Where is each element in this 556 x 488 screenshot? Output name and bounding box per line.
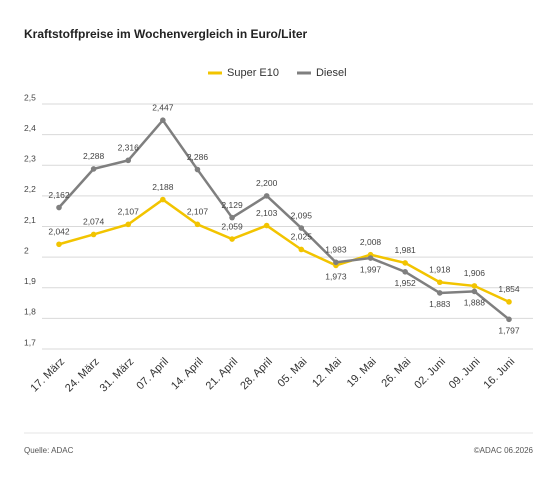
value-label: 2,025: [291, 232, 313, 242]
y-tick-label: 2,4: [24, 123, 36, 133]
x-tick-label: 17. März: [28, 356, 67, 395]
point: [90, 166, 97, 172]
x-tick-label: 14. April: [169, 356, 206, 393]
y-tick-label: 2: [24, 245, 29, 255]
point: [298, 225, 305, 231]
x-tick-label: 24. März: [63, 356, 102, 395]
y-tick-label: 2,5: [24, 92, 36, 102]
point: [298, 246, 305, 253]
point: [194, 221, 201, 228]
series-line: [58, 198, 510, 303]
value-label: 1,981: [395, 245, 417, 255]
value-label: 2,200: [256, 178, 278, 188]
value-label: 2,008: [360, 237, 382, 247]
x-tick-label: 05. Mai: [275, 356, 309, 390]
point: [367, 255, 374, 261]
value-label: 1,918: [429, 264, 451, 274]
value-label: 1,983: [325, 245, 347, 255]
y-tick-label: 1,8: [24, 307, 36, 317]
point: [56, 204, 62, 211]
value-label: 2,288: [83, 151, 105, 161]
series-line: [58, 118, 510, 321]
value-label: 2,103: [256, 208, 278, 218]
x-tick-label: 28. April: [238, 356, 275, 393]
x-tick-label: 16. Juni: [481, 356, 517, 392]
point: [471, 288, 478, 295]
point: [229, 214, 235, 221]
value-label: 1,854: [498, 284, 520, 294]
value-label: 2,286: [187, 152, 209, 162]
value-label: 1,997: [360, 264, 382, 274]
y-tick-label: 2,3: [24, 154, 36, 164]
point: [402, 260, 408, 266]
y-tick-label: 1,7: [24, 337, 36, 347]
point: [263, 193, 270, 199]
x-tick-label: 02. Juni: [412, 356, 448, 392]
x-tick-label: 19. Mai: [345, 356, 379, 390]
value-label: 2,107: [187, 207, 209, 217]
x-tick-label: 31. März: [98, 356, 137, 395]
value-label: 1,973: [325, 272, 347, 282]
value-label: 1,952: [395, 278, 417, 288]
value-label: 1,906: [464, 268, 486, 278]
point: [160, 117, 166, 124]
y-tick-label: 2,2: [24, 184, 36, 194]
value-label: 2,447: [152, 102, 174, 112]
x-tick-label: 07. April: [134, 356, 171, 393]
copyright: ©ADAC 06.2026: [474, 446, 534, 455]
value-label: 2,316: [118, 143, 140, 153]
point: [436, 290, 443, 296]
point: [56, 241, 62, 248]
value-label: 2,162: [48, 190, 70, 200]
point: [194, 166, 201, 173]
point: [333, 259, 339, 266]
legend-label: Diesel: [316, 67, 347, 79]
value-label: 2,129: [221, 200, 243, 210]
chart-title: Kraftstoffpreise im Wochenvergleich in E…: [24, 27, 307, 41]
point: [402, 269, 408, 275]
value-label: 1,888: [464, 298, 486, 308]
point: [506, 316, 512, 323]
point: [471, 283, 478, 289]
point: [125, 157, 132, 164]
value-label: 2,107: [118, 207, 140, 217]
y-tick-label: 1,9: [24, 276, 36, 286]
x-tick-label: 26. Mai: [379, 356, 413, 390]
point: [263, 222, 270, 229]
value-label: 2,095: [291, 210, 313, 220]
point: [160, 196, 166, 203]
value-label: 1,883: [429, 299, 451, 309]
value-label: 1,797: [498, 326, 520, 336]
value-label: 2,042: [48, 227, 70, 237]
x-tick-label: 09. Juni: [447, 356, 483, 392]
point: [229, 236, 235, 242]
point: [436, 279, 443, 286]
value-label: 2,074: [83, 217, 105, 227]
legend-label: Super E10: [227, 67, 279, 79]
point: [90, 231, 97, 238]
x-tick-label: 12. Mai: [310, 356, 344, 390]
x-tick-label: 21. April: [204, 356, 241, 393]
value-label: 2,188: [152, 182, 174, 192]
source: Quelle: ADAC: [24, 446, 74, 455]
y-tick-label: 2,1: [24, 215, 36, 225]
point: [125, 221, 132, 228]
point: [506, 299, 512, 305]
value-label: 2,059: [221, 221, 243, 231]
